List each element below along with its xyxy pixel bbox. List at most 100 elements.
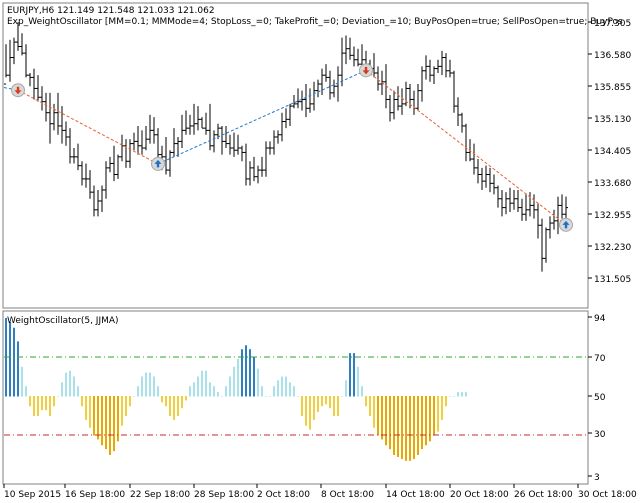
price-bar <box>180 114 184 149</box>
svg-text:14 Oct 18:00: 14 Oct 18:00 <box>386 490 445 500</box>
price-label: 133.680 <box>588 179 631 189</box>
price-bar <box>500 189 504 217</box>
price-label: 131.505 <box>588 275 631 285</box>
price-bar <box>44 92 48 122</box>
time-label: 28 Sep 18:00 <box>193 484 254 500</box>
sell-arrow-icon[interactable] <box>11 83 25 98</box>
level-label: 3 <box>588 473 600 483</box>
time-label: 22 Sep 18:00 <box>129 484 190 500</box>
price-bar <box>176 136 180 157</box>
price-bar <box>516 189 520 213</box>
price-bar <box>104 161 108 199</box>
price-bar <box>376 66 380 91</box>
price-bar <box>228 134 232 155</box>
buy-arrow-icon[interactable] <box>559 217 573 232</box>
price-bar <box>72 148 76 164</box>
svg-text:50: 50 <box>594 393 606 403</box>
price-bar <box>28 72 32 87</box>
price-bar <box>352 46 356 67</box>
price-bar <box>432 66 436 85</box>
time-label: 20 Oct 18:00 <box>449 484 509 500</box>
price-bar <box>128 139 132 168</box>
price-bar <box>136 125 140 155</box>
price-bar <box>404 81 408 107</box>
price-bar <box>200 117 204 129</box>
price-bar <box>308 88 312 113</box>
price-bar <box>64 121 68 146</box>
price-bar <box>224 125 228 149</box>
price-bar <box>12 37 16 65</box>
price-bar <box>360 44 364 69</box>
svg-text:131.505: 131.505 <box>594 275 631 285</box>
price-bar <box>452 70 456 113</box>
price-bar <box>132 132 136 151</box>
price-bar <box>532 194 536 219</box>
price-bar <box>356 48 360 67</box>
price-bar <box>292 95 296 109</box>
price-bar <box>256 165 260 184</box>
price-bar <box>260 156 264 177</box>
svg-text:133.680: 133.680 <box>594 179 631 189</box>
price-bar <box>192 103 196 135</box>
time-label: 30 Oct 18:00 <box>577 484 637 500</box>
price-bar <box>76 143 80 171</box>
buy-arrow-icon[interactable] <box>151 156 165 171</box>
price-bar <box>300 90 304 111</box>
price-label: 135.855 <box>588 83 631 93</box>
price-bar <box>512 189 516 210</box>
svg-text:132.230: 132.230 <box>594 243 631 253</box>
price-bar <box>60 106 64 144</box>
price-bar <box>548 216 552 239</box>
svg-text:137.305: 137.305 <box>594 19 631 29</box>
price-bar <box>488 167 492 193</box>
price-bar <box>304 84 308 118</box>
price-bar <box>524 194 528 221</box>
price-bar <box>336 66 340 102</box>
price-bar <box>4 44 8 85</box>
price-bar <box>236 134 240 155</box>
price-bar <box>100 185 104 213</box>
price-bar <box>508 187 512 213</box>
price-bar <box>540 218 544 272</box>
price-bar <box>280 112 284 142</box>
price-bar <box>80 161 84 186</box>
sell-arrow-icon[interactable] <box>359 63 373 78</box>
price-bar <box>52 103 56 131</box>
indicator-pane[interactable]: WeightOscillator(5, JJMA) <box>2 310 589 485</box>
price-pane[interactable]: EURJPY,H6 121.149 121.548 121.033 121.06… <box>2 2 623 309</box>
svg-text:8 Oct 18:00: 8 Oct 18:00 <box>321 490 374 500</box>
price-bar <box>164 136 168 175</box>
price-bar <box>32 68 36 100</box>
price-bar <box>340 37 344 87</box>
price-bar <box>252 156 256 182</box>
price-bar <box>272 130 276 155</box>
price-bar <box>320 68 324 96</box>
price-scale[interactable]: 137.305 136.580 135.855 135.130 134.405 … <box>588 19 631 285</box>
price-bar <box>428 59 432 82</box>
svg-text:26 Oct 18:00: 26 Oct 18:00 <box>514 490 573 500</box>
price-bar <box>552 209 556 230</box>
symbol-info: EURJPY,H6 121.149 121.548 121.033 121.06… <box>7 6 215 16</box>
price-bar <box>208 103 212 151</box>
price-bar <box>156 128 160 160</box>
price-bar <box>84 163 88 188</box>
level-label: 50 <box>588 393 606 403</box>
svg-text:132.955: 132.955 <box>594 211 631 221</box>
price-bar <box>348 37 352 60</box>
price-bar <box>460 112 464 133</box>
svg-text:30 Oct 18:00: 30 Oct 18:00 <box>578 490 637 500</box>
price-bar <box>232 132 236 157</box>
svg-text:134.405: 134.405 <box>594 147 631 157</box>
price-bar <box>416 84 420 111</box>
svg-text:70: 70 <box>594 354 606 364</box>
time-axis[interactable]: 10 Sep 2015 16 Sep 18:00 22 Sep 18:00 28… <box>3 484 637 500</box>
indicator-scale[interactable]: 94 70 50 30 3 <box>588 314 606 483</box>
svg-text:3: 3 <box>594 473 600 483</box>
price-bar <box>564 196 568 221</box>
price-bar <box>144 125 148 151</box>
price-bar <box>448 59 452 78</box>
price-bar <box>420 66 424 102</box>
time-label: 8 Oct 18:00 <box>320 484 374 500</box>
